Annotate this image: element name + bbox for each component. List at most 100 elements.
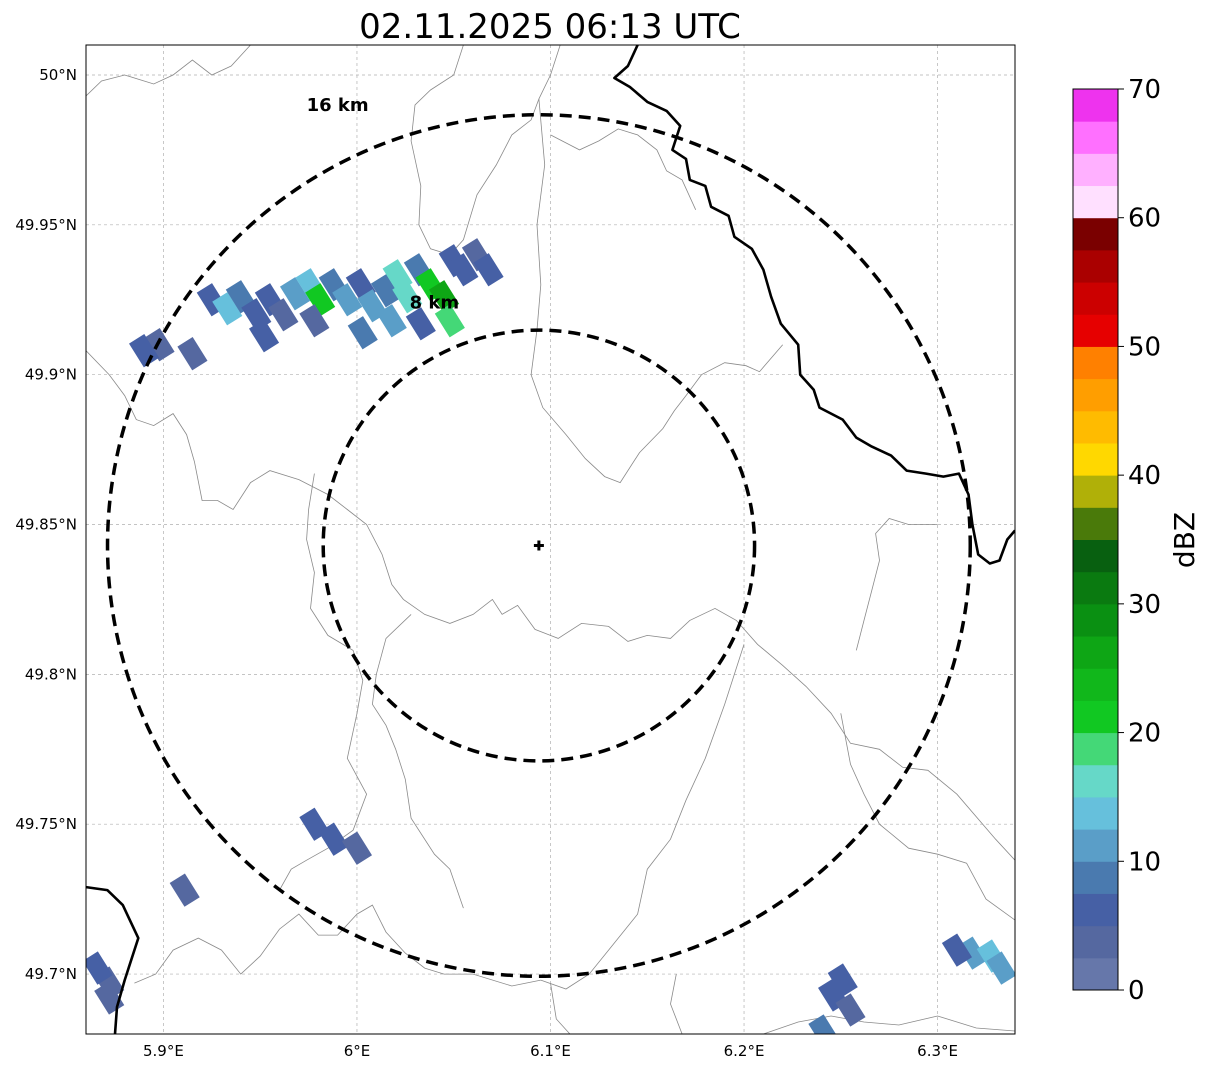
colorbar-segments <box>1073 89 1118 991</box>
lat-tick-label: 49.7°N <box>25 965 77 983</box>
range-ring-16km <box>105 112 972 978</box>
lat-tick-label: 49.85°N <box>15 516 77 534</box>
country-border <box>86 885 140 1034</box>
colorbar-segment <box>1073 925 1118 959</box>
admin-boundary <box>550 128 697 210</box>
lon-tick-label: 5.9°E <box>143 1042 184 1060</box>
colorbar-segment <box>1073 732 1118 766</box>
reflectivity-cell <box>268 298 299 332</box>
lat-tick-label: 50°N <box>39 66 77 84</box>
radar-site-marker <box>533 540 544 551</box>
admin-boundary <box>855 518 938 651</box>
reflectivity-cell <box>86 951 113 985</box>
admin-boundary <box>86 45 251 97</box>
colorbar-tick-label: 0 <box>1128 976 1145 1006</box>
reflectivity-cell <box>986 951 1015 985</box>
colorbar-segment <box>1073 829 1118 862</box>
reflectivity-cell <box>957 936 988 970</box>
range-ring-labels: 8 km 16 km <box>307 95 460 314</box>
lat-tick-label: 49.95°N <box>15 216 77 234</box>
admin-boundary <box>550 983 571 1034</box>
reflectivity-cell <box>144 328 175 362</box>
colorbar-tick-label: 20 <box>1128 719 1161 749</box>
reflectivity-cell <box>305 283 336 317</box>
reflectivity-cell <box>332 283 363 317</box>
colorbar-segment <box>1073 539 1118 573</box>
reflectivity-layer <box>86 238 1015 1034</box>
reflectivity-cell <box>177 337 208 371</box>
admin-boundary <box>670 974 683 1034</box>
colorbar-segment <box>1073 764 1118 798</box>
colorbar-segment <box>1073 217 1118 251</box>
admin-boundary <box>279 473 368 891</box>
radar-site-cross <box>533 540 544 551</box>
colorbar-segment <box>1073 700 1118 734</box>
reflectivity-cell <box>376 304 407 338</box>
latitude-ticks: 50°N 49.95°N 49.9°N 49.85°N 49.8°N 49.75°N 49.… <box>15 66 77 983</box>
colorbar-frame <box>1072 88 1119 991</box>
colorbar-segment <box>1073 314 1118 347</box>
colorbar-segment <box>1073 89 1118 122</box>
colorbar-segment <box>1073 957 1118 991</box>
colorbar-ticks: 0 10 20 30 40 50 60 70 <box>1118 75 1161 1006</box>
colorbar-segment <box>1073 636 1118 669</box>
colorbar-segment <box>1073 410 1118 444</box>
colorbar-label: dBZ <box>1168 512 1201 568</box>
lon-tick-label: 6.3°E <box>917 1042 958 1060</box>
reflectivity-cell <box>405 307 436 341</box>
range-ring-8km <box>321 328 757 763</box>
reflectivity-cell <box>473 253 504 287</box>
reflectivity-cell <box>827 963 858 997</box>
colorbar-segment <box>1073 378 1118 412</box>
map-frame <box>85 44 1016 1035</box>
colorbar-segment <box>1073 346 1118 380</box>
reflectivity-cell <box>279 277 311 311</box>
reflectivity-cell <box>249 319 280 353</box>
colorbar-tick-label: 30 <box>1128 590 1161 620</box>
colorbar-segment <box>1073 603 1118 637</box>
country-borders <box>86 45 1015 1034</box>
figure-title: 02.11.2025 06:13 UTC <box>359 7 741 47</box>
longitude-ticks: 5.9°E 6°E 6.1°E 6.2°E 6.3°E <box>143 1042 958 1060</box>
lon-tick-label: 6°E <box>344 1042 371 1060</box>
reflectivity-cell <box>370 274 402 308</box>
gridlines <box>86 45 1015 1034</box>
reflectivity-cell <box>392 280 423 314</box>
colorbar-segment <box>1073 442 1118 476</box>
reflectivity-cell <box>299 304 330 338</box>
reflectivity-cell <box>347 316 378 350</box>
colorbar-segment <box>1073 249 1118 283</box>
range-ring-label: 8 km <box>410 293 460 314</box>
colorbar-segment <box>1073 861 1118 894</box>
colorbar-tick-label: 70 <box>1128 75 1161 105</box>
lon-tick-label: 6.2°E <box>724 1042 765 1060</box>
admin-boundary <box>530 98 784 484</box>
reflectivity-cell <box>341 831 373 865</box>
lat-tick-label: 49.8°N <box>25 665 77 683</box>
admin-boundary <box>763 1015 1015 1034</box>
map-area[interactable] <box>83 45 1017 1048</box>
colorbar-segment <box>1073 153 1118 187</box>
reflectivity-cell <box>429 280 460 314</box>
colorbar-tick-label: 60 <box>1128 204 1161 234</box>
colorbar-segment <box>1073 185 1118 219</box>
reflectivity-cell <box>448 253 479 287</box>
range-ring-label: 16 km <box>307 95 369 116</box>
admin-boundary <box>840 713 1015 921</box>
colorbar: 0 10 20 30 40 50 60 70 dBZ <box>1072 75 1201 1006</box>
lon-tick-label: 6.1°E <box>530 1042 571 1060</box>
colorbar-segment <box>1073 893 1118 927</box>
reflectivity-cell <box>169 873 200 907</box>
colorbar-segment <box>1073 475 1118 508</box>
lat-tick-label: 49.9°N <box>25 366 77 384</box>
colorbar-tick-label: 50 <box>1128 332 1161 362</box>
reflectivity-cell <box>212 292 243 326</box>
admin-boundary <box>540 644 745 990</box>
colorbar-segment <box>1073 571 1118 605</box>
colorbar-segment <box>1073 507 1118 540</box>
colorbar-segment <box>1073 282 1118 315</box>
lat-tick-label: 49.75°N <box>15 815 77 833</box>
admin-boundary <box>134 904 541 987</box>
admin-boundaries <box>86 45 1015 1034</box>
